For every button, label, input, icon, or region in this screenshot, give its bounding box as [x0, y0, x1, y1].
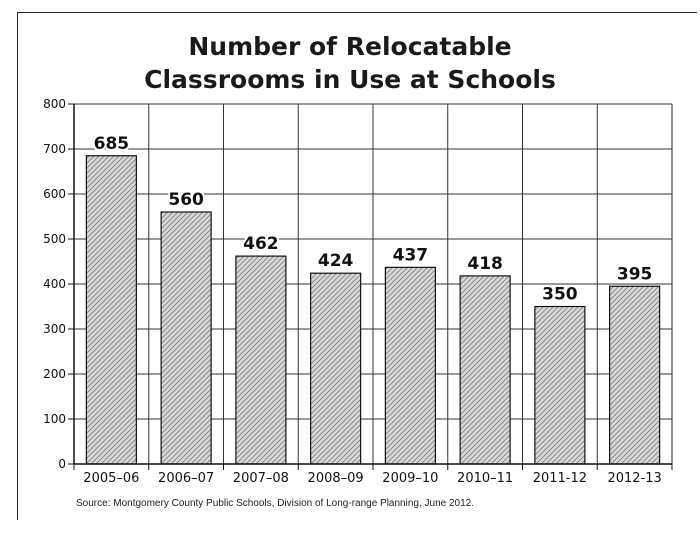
- bars: [85, 155, 661, 465]
- bar: [85, 155, 137, 465]
- data-label: 462: [243, 234, 279, 254]
- data-labels: 685 560 462 424 437 418 350 395: [92, 132, 655, 307]
- axes: 0 100 200 300 400 500 600 700 800 2005–06 2006–07 2…: [43, 97, 673, 486]
- y-tick-label: 800: [43, 97, 66, 111]
- y-tick-label: 600: [43, 187, 66, 201]
- y-tick-label: 700: [43, 142, 66, 156]
- data-label: 437: [393, 245, 429, 265]
- x-tick-label: 2009–10: [382, 471, 438, 486]
- y-tick-label: 0: [58, 457, 66, 471]
- y-tick-label: 200: [43, 367, 66, 381]
- chart-title-line-1: Number of Relocatable: [188, 32, 512, 61]
- x-tick-label: 2011-12: [533, 471, 587, 486]
- y-tick-label: 400: [43, 277, 66, 291]
- x-tick-label: 2010–11: [457, 471, 513, 486]
- chart-title-line-2: Classrooms in Use at Schools: [144, 65, 556, 94]
- bar: [534, 305, 586, 465]
- bar: [160, 211, 212, 465]
- x-tick-label: 2006–07: [158, 471, 214, 486]
- bar: [609, 285, 661, 465]
- chart-title: Number of Relocatable Classrooms in Use …: [0, 30, 700, 96]
- x-tick-label: 2005–06: [83, 471, 139, 486]
- bar: [384, 266, 436, 465]
- bar: [310, 272, 362, 465]
- data-label: 685: [94, 134, 130, 154]
- data-label: 424: [318, 251, 354, 271]
- y-tick-label: 300: [43, 322, 66, 336]
- data-label: 395: [617, 264, 653, 284]
- bar: [235, 255, 287, 465]
- data-label: 350: [542, 285, 578, 305]
- data-label: 418: [467, 254, 503, 274]
- bar: [459, 275, 511, 465]
- x-tick-label: 2012-13: [607, 471, 661, 486]
- x-tick-label: 2008–09: [308, 471, 364, 486]
- source-note: Source: Montgomery County Public Schools…: [76, 498, 475, 509]
- chart-frame: [17, 12, 697, 520]
- y-tick-label: 500: [43, 232, 66, 246]
- x-tick-label: 2007–08: [233, 471, 289, 486]
- y-tick-label: 100: [43, 412, 66, 426]
- data-label: 560: [168, 190, 204, 210]
